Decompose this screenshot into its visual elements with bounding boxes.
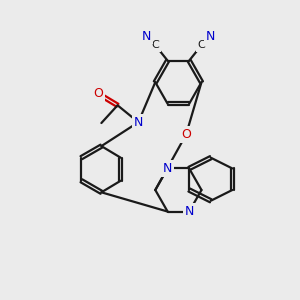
Text: N: N (163, 162, 172, 175)
Text: C: C (152, 40, 159, 50)
Text: N: N (134, 116, 143, 129)
Text: O: O (93, 87, 103, 100)
Text: O: O (181, 128, 191, 141)
Text: C: C (198, 40, 206, 50)
Text: N: N (206, 29, 215, 43)
Text: N: N (184, 205, 194, 218)
Text: N: N (141, 29, 151, 43)
